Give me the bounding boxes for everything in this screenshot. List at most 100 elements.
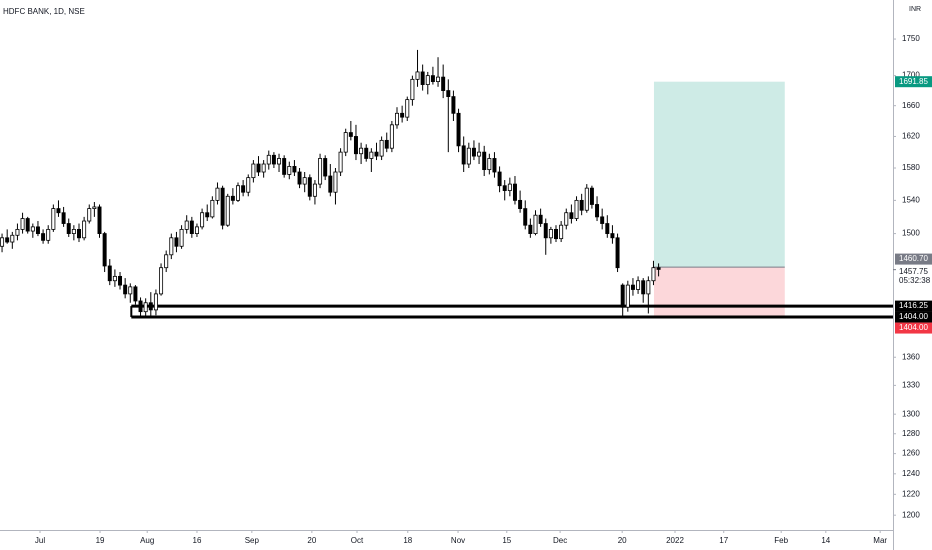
candle-body (118, 275, 123, 286)
x-tick-label: 17 (719, 536, 728, 545)
candle-body (179, 228, 184, 247)
candle-body (215, 187, 220, 201)
candle-body (56, 208, 61, 214)
y-tick-label: 1330 (902, 380, 920, 389)
y-tick-label: 1700 (902, 71, 920, 80)
candle-body (277, 158, 282, 165)
candle-body (323, 158, 328, 177)
level-tag: 1404.00 (899, 312, 928, 321)
candle-body (143, 302, 148, 313)
candle-body (554, 228, 558, 240)
candle-body (487, 158, 492, 171)
y-tick-label: 1200 (902, 510, 920, 519)
candle-body (436, 76, 441, 82)
countdown: 05:32:38 (899, 276, 931, 285)
candle-body (328, 175, 333, 193)
candle-body (77, 228, 81, 239)
candle-body (477, 151, 482, 157)
candle-body (292, 166, 297, 173)
x-tick-label: 14 (821, 536, 830, 545)
candle-body (528, 224, 533, 234)
candle-body (66, 223, 71, 234)
candle-body (651, 267, 656, 282)
candle-body (569, 212, 574, 219)
x-tick-label: 20 (307, 536, 316, 545)
candle-body (312, 183, 317, 197)
candle-body (456, 112, 461, 147)
profit-zone (653, 81, 785, 268)
candle-body (430, 75, 435, 82)
candle-body (492, 158, 497, 173)
candle-body (533, 214, 538, 234)
candle-body (538, 214, 543, 224)
candle-body (441, 76, 446, 91)
candle-body (379, 139, 384, 157)
candle-body (148, 302, 153, 311)
stop-tag: 1404.00 (899, 323, 928, 332)
candle-body (610, 233, 615, 239)
candle-body (307, 177, 312, 197)
candle-body (471, 147, 476, 157)
candle-body (600, 216, 605, 224)
candle-body (559, 224, 564, 240)
candle-body (405, 99, 410, 118)
candle-body (0, 237, 5, 247)
candle-body (543, 223, 548, 239)
candle-body (87, 208, 92, 222)
candle-body (205, 212, 210, 218)
candle-body (579, 199, 584, 211)
candle-body (41, 233, 46, 241)
candle-body (338, 151, 343, 173)
candle-body (5, 237, 10, 243)
candle-body (102, 233, 107, 267)
candle-body (10, 234, 15, 243)
candle-body (82, 220, 87, 239)
y-tick-label: 1540 (902, 195, 920, 204)
candle-body (343, 132, 348, 153)
candle-body (523, 208, 528, 226)
target-tag: 1691.85 (899, 77, 928, 86)
last-price: 1457.75 (899, 267, 928, 276)
candle-body (225, 195, 230, 226)
x-tick-label: Dec (553, 536, 567, 545)
y-tick-label: 1360 (902, 352, 920, 361)
candle-body (446, 90, 451, 97)
y-tick-label: 1280 (902, 429, 920, 438)
y-tick-label: 1620 (902, 132, 920, 141)
candle-body (159, 267, 164, 295)
candle-body (30, 226, 35, 232)
candle-body (348, 132, 353, 137)
x-tick-label: 19 (96, 536, 105, 545)
candle-body (200, 212, 205, 228)
level-tag: 1416.25 (899, 301, 928, 310)
x-tick-label: 20 (618, 536, 627, 545)
candle-body (482, 151, 487, 171)
candle-body (353, 136, 358, 155)
candle-body (410, 78, 415, 101)
candle-body (302, 177, 307, 185)
candle-body (210, 199, 215, 218)
candle-body (35, 226, 40, 234)
level-tag-bg (895, 300, 932, 312)
x-tick-label: Sep (245, 536, 260, 545)
candle-body (615, 237, 620, 269)
y-tick-label: 1220 (902, 489, 920, 498)
candle-body (51, 208, 56, 230)
candle-body (236, 185, 240, 201)
y-tick-label: 1240 (902, 469, 920, 478)
candle-body (364, 147, 369, 159)
candle-body (646, 280, 651, 295)
candle-body (169, 237, 174, 256)
candle-body (425, 75, 430, 85)
candle-body (641, 280, 646, 295)
candle-body (266, 154, 271, 165)
x-tick-label: Mar (873, 536, 887, 545)
candle-body (656, 267, 661, 270)
candle-body (15, 228, 20, 236)
candle-body (164, 254, 169, 269)
candle-body (574, 199, 579, 219)
candle-body (256, 163, 261, 173)
candle-body (620, 284, 625, 308)
candle-body (420, 71, 425, 85)
candle-body (71, 228, 76, 234)
